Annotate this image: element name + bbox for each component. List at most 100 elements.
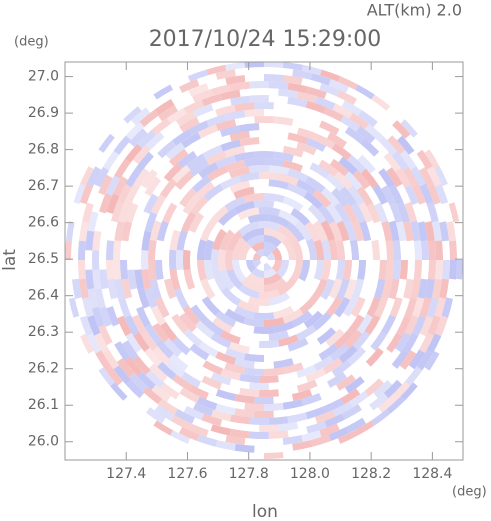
echo-cell bbox=[287, 82, 308, 94]
echo-cell bbox=[310, 73, 331, 86]
echo-cell bbox=[328, 221, 343, 242]
echo-cell bbox=[403, 220, 414, 242]
echo-cell bbox=[381, 185, 397, 206]
echo-cell bbox=[170, 430, 191, 444]
y-axis-label: lat bbox=[0, 249, 20, 271]
echo-cell bbox=[364, 123, 384, 142]
echo-cell bbox=[160, 178, 178, 198]
echo-cell bbox=[389, 202, 403, 223]
echo-cell bbox=[282, 160, 303, 173]
echo-cell bbox=[449, 240, 457, 260]
y-tick-label: 26.4 bbox=[28, 288, 59, 304]
echo-cell bbox=[113, 260, 122, 280]
echo-cell bbox=[395, 332, 411, 353]
echo-cell bbox=[133, 332, 150, 352]
echo-cell bbox=[264, 262, 272, 272]
echo-cell bbox=[264, 248, 272, 258]
echo-cell bbox=[299, 295, 319, 315]
echo-cell bbox=[196, 396, 218, 411]
echo-cell bbox=[212, 228, 227, 251]
echo-cell bbox=[290, 238, 303, 260]
echo-cell bbox=[413, 240, 423, 260]
echo-cell bbox=[301, 393, 322, 406]
echo-cell bbox=[249, 417, 269, 425]
echo-cell bbox=[419, 167, 434, 188]
echo-cell bbox=[258, 171, 280, 181]
echo-cell bbox=[174, 409, 195, 424]
y-tick-label: 26.0 bbox=[28, 434, 59, 450]
echo-cell bbox=[201, 93, 223, 107]
echo-cell bbox=[276, 260, 290, 278]
echo-cell bbox=[154, 404, 175, 422]
echo-cell bbox=[239, 123, 260, 133]
echo-cell bbox=[358, 202, 373, 223]
echo-cell bbox=[357, 154, 376, 174]
echo-cell bbox=[360, 168, 379, 189]
echo-cell bbox=[344, 376, 365, 394]
echo-cell bbox=[336, 220, 350, 242]
echo-cell bbox=[315, 96, 336, 110]
echo-cell bbox=[278, 421, 299, 432]
echo-cell bbox=[296, 179, 317, 195]
echo-cell bbox=[183, 405, 205, 421]
echo-cell bbox=[264, 402, 284, 411]
echo-cell bbox=[244, 353, 264, 362]
echo-cell bbox=[156, 220, 169, 242]
echo-cell bbox=[259, 424, 279, 432]
echo-cell bbox=[366, 202, 381, 224]
echo-cell bbox=[182, 194, 201, 215]
echo-cell bbox=[239, 137, 260, 147]
echo-cell bbox=[226, 269, 243, 290]
echo-cell bbox=[153, 420, 173, 436]
echo-cell bbox=[426, 333, 442, 354]
echo-cell bbox=[326, 203, 343, 224]
echo-cell bbox=[166, 107, 187, 124]
echo-cell bbox=[306, 86, 327, 99]
echo-cell bbox=[264, 272, 282, 286]
echo-cell bbox=[124, 184, 140, 205]
echo-cell bbox=[405, 366, 423, 386]
echo-cell bbox=[343, 296, 359, 317]
echo-cell bbox=[234, 408, 255, 418]
x-tick-label: 128.4 bbox=[412, 466, 452, 482]
echo-cell bbox=[273, 320, 295, 334]
echo-cell bbox=[264, 452, 284, 459]
echo-cell bbox=[204, 239, 215, 260]
echo-cell bbox=[195, 181, 215, 200]
echo-cell bbox=[234, 102, 255, 112]
echo-cell bbox=[163, 338, 183, 358]
echo-cell bbox=[305, 406, 326, 420]
echo-cell bbox=[243, 367, 264, 376]
echo-cell bbox=[403, 278, 414, 300]
echo-cell bbox=[190, 196, 209, 216]
echo-cell bbox=[201, 413, 223, 427]
echo-cell bbox=[158, 398, 178, 415]
echo-cell bbox=[225, 62, 246, 71]
echo-cell bbox=[191, 175, 212, 193]
echo-cell bbox=[155, 260, 164, 280]
echo-cell bbox=[410, 278, 421, 300]
echo-cell bbox=[234, 305, 255, 320]
echo-cell bbox=[399, 150, 417, 170]
echo-cell bbox=[92, 230, 102, 251]
echo-cell bbox=[163, 162, 183, 182]
echo-cell bbox=[206, 151, 227, 166]
echo-cell bbox=[321, 239, 331, 260]
echo-cell bbox=[171, 164, 191, 184]
echo-cell bbox=[234, 358, 255, 369]
echo-cell bbox=[277, 224, 297, 243]
echo-cell bbox=[417, 278, 428, 299]
echo-cell bbox=[105, 260, 115, 280]
echo-cell bbox=[171, 313, 189, 334]
echo-cell bbox=[246, 260, 257, 273]
echo-cell bbox=[254, 101, 274, 110]
echo-cell bbox=[105, 175, 121, 196]
echo-cell bbox=[412, 184, 426, 205]
echo-cell bbox=[99, 269, 109, 290]
echo-cell bbox=[350, 296, 366, 318]
echo-cell bbox=[224, 362, 246, 375]
echo-cell bbox=[200, 220, 216, 242]
echo-cell bbox=[347, 154, 366, 174]
echo-cell bbox=[373, 379, 393, 399]
echo-cell bbox=[402, 332, 419, 353]
